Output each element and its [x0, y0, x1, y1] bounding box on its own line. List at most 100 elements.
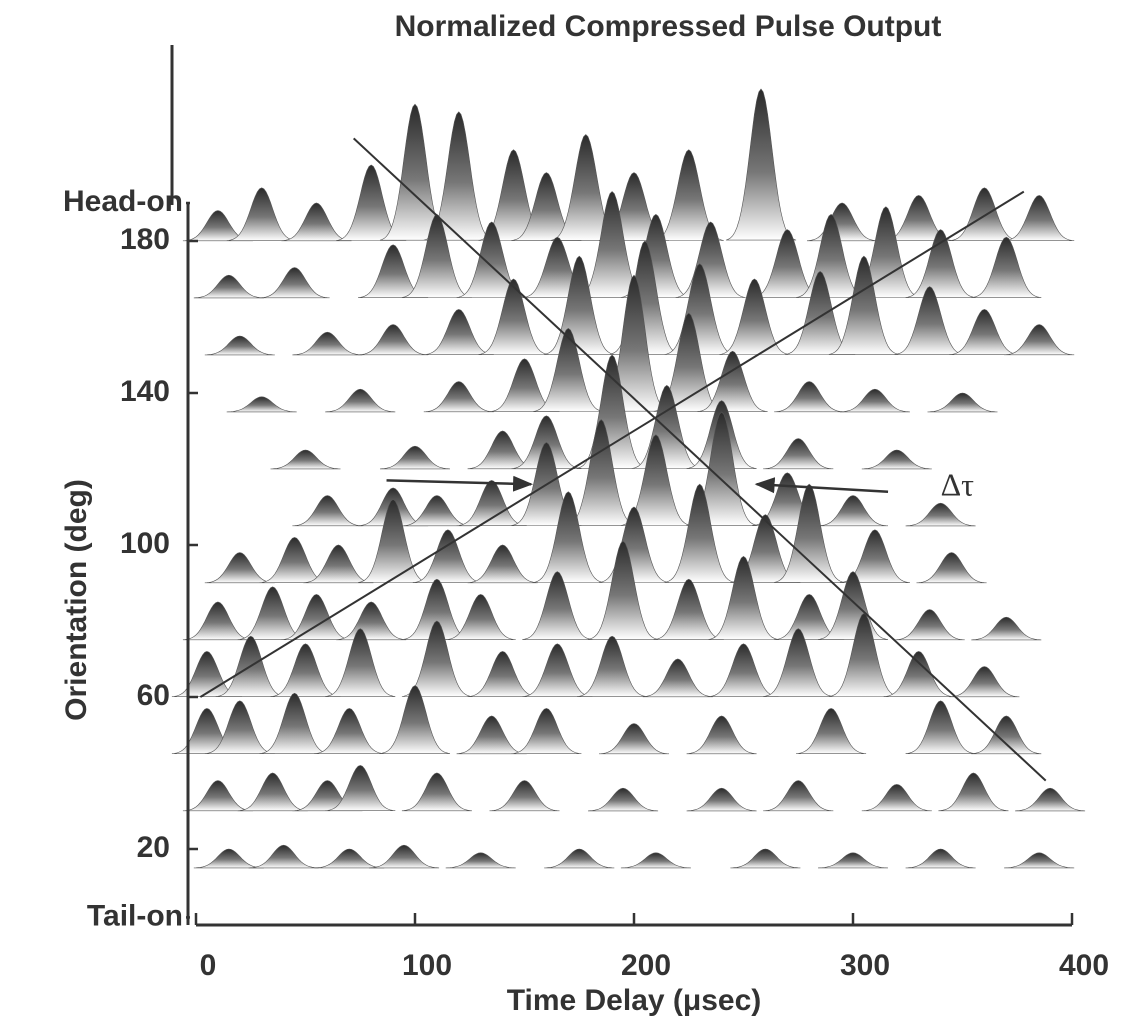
peak	[182, 601, 253, 641]
peak	[401, 772, 472, 812]
peak	[259, 267, 330, 299]
peak	[522, 571, 593, 640]
peak	[1015, 787, 1086, 812]
peak	[379, 685, 451, 754]
peak	[358, 499, 429, 583]
peak	[281, 202, 352, 242]
peak	[861, 449, 932, 470]
peak	[708, 556, 779, 640]
peak	[587, 540, 659, 640]
peak	[226, 396, 297, 413]
peak	[817, 852, 889, 869]
peak	[839, 388, 910, 413]
peak	[423, 309, 494, 355]
peak	[763, 780, 834, 812]
peak	[949, 666, 1020, 698]
peak	[204, 335, 275, 356]
peak	[730, 848, 801, 869]
peak	[598, 723, 670, 755]
peak	[336, 601, 407, 641]
peak	[774, 381, 845, 413]
peak	[467, 544, 538, 584]
peak	[193, 848, 264, 869]
trend-line	[199, 190, 1025, 698]
peak	[325, 628, 396, 697]
peak	[916, 552, 987, 584]
peak	[905, 700, 976, 754]
peak	[725, 88, 797, 241]
peak	[905, 229, 976, 298]
x-tick-label: 100	[402, 949, 452, 982]
peak	[325, 765, 396, 811]
peak	[653, 578, 724, 640]
arrow	[754, 477, 889, 494]
peak	[292, 331, 363, 356]
peak	[226, 187, 297, 241]
peak	[577, 635, 648, 697]
surface	[171, 88, 1086, 869]
x-tick-label: 300	[840, 949, 890, 982]
peak	[511, 708, 582, 754]
y-tick-label: 60	[137, 679, 170, 712]
peak	[445, 852, 516, 869]
x-tick-label: 0	[200, 949, 217, 982]
peak	[544, 848, 615, 869]
peak	[379, 445, 451, 470]
x-tick-label: 400	[1059, 949, 1109, 982]
peak	[664, 483, 735, 583]
peak	[905, 848, 976, 869]
peak	[763, 628, 834, 697]
peak	[894, 609, 965, 641]
y-tick-label: Tail-on	[87, 899, 183, 932]
peak	[774, 483, 845, 583]
peak	[478, 278, 549, 355]
peak	[401, 214, 472, 298]
overlay: Δτ	[199, 137, 1047, 782]
x-tick-label: 200	[621, 949, 671, 982]
annotation: Δτ	[941, 466, 975, 502]
peak	[182, 780, 253, 812]
peak	[456, 715, 527, 755]
peak	[314, 848, 385, 869]
peak	[949, 309, 1020, 355]
peak	[1004, 324, 1075, 356]
peak	[697, 350, 768, 412]
peak	[456, 480, 527, 526]
peak	[971, 236, 1042, 298]
peak	[971, 616, 1042, 641]
peak	[708, 643, 779, 697]
peak	[522, 643, 593, 697]
peak	[314, 708, 385, 754]
peak	[763, 438, 834, 470]
peak	[861, 784, 932, 812]
trend-line	[352, 137, 1047, 782]
peak	[401, 495, 472, 527]
peak	[1004, 195, 1075, 241]
peak	[631, 385, 702, 469]
peak	[719, 278, 790, 355]
peak	[620, 852, 691, 869]
peak	[368, 844, 440, 869]
peak	[796, 708, 867, 754]
y-axis-label: Orientation (deg)	[60, 479, 93, 721]
peak	[193, 274, 264, 299]
peak	[533, 328, 604, 412]
peak	[358, 324, 429, 356]
y-tick-label: Head-on	[63, 185, 183, 218]
chart-title: Normalized Compressed Pulse Output	[395, 10, 942, 43]
peak	[642, 658, 713, 698]
peak	[686, 715, 757, 755]
y-tick-label: 100	[120, 527, 170, 560]
peak	[806, 202, 878, 242]
peak	[686, 787, 757, 812]
peak	[544, 255, 615, 355]
peak	[894, 286, 965, 355]
peak	[927, 392, 998, 413]
peak	[281, 594, 352, 640]
x-axis-label: Time Delay (μsec)	[507, 984, 762, 1017]
y-tick-label: 20	[137, 831, 170, 864]
peak	[566, 419, 637, 526]
peak	[467, 651, 538, 697]
arrow	[386, 475, 534, 492]
peak	[237, 772, 308, 812]
